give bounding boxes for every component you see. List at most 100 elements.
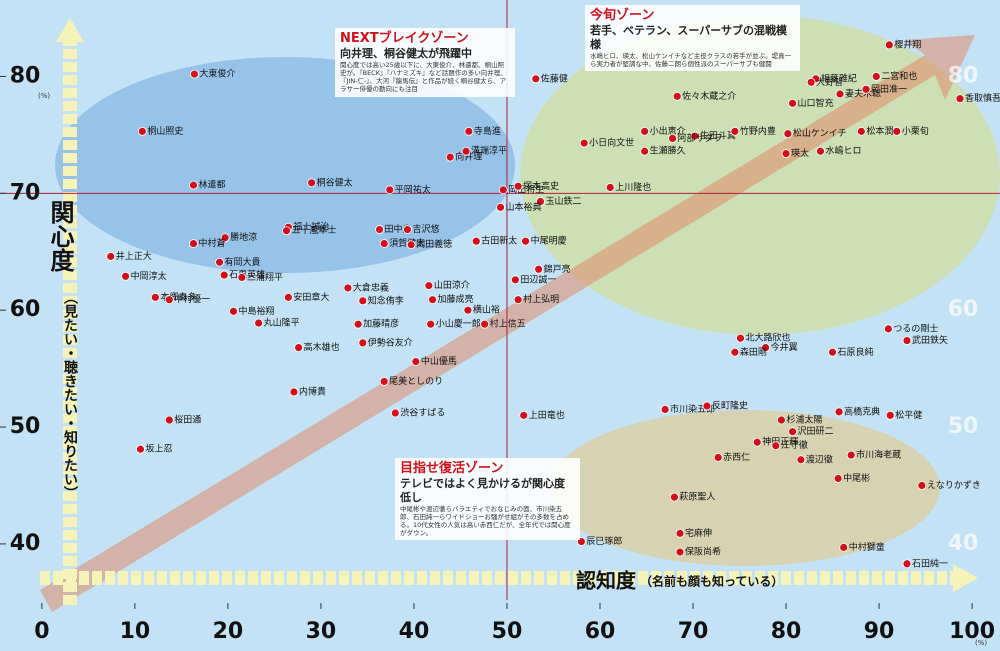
point-label: 高橋克典 — [844, 405, 880, 417]
point — [307, 178, 317, 188]
point-label: 松平健 — [895, 409, 922, 421]
y-tick-label: 80 — [10, 63, 41, 88]
point-label: 大倉忠義 — [353, 281, 389, 293]
zone-text: 水嶋ヒロ、瑛太、松山ケンイチなど主役クラスの若手が並ぶ。堤真一ら実力者が堅調な中… — [590, 51, 792, 68]
point-label: 竹野内豊 — [740, 125, 776, 137]
point — [816, 146, 825, 156]
point — [406, 240, 416, 250]
point — [796, 455, 806, 465]
point-label: 加藤晴彦 — [363, 318, 399, 330]
x-tick-label: 70 — [678, 619, 709, 644]
point — [856, 126, 866, 136]
point — [237, 273, 247, 282]
point-label: 北大路欣也 — [745, 332, 790, 344]
point — [375, 225, 384, 234]
point — [534, 264, 544, 274]
zone-text: 中尾彬や渡辺徹らバラエティでおなじみの面、市川染五郎、石田純一らワイドショーお騒… — [400, 504, 571, 538]
point — [736, 333, 745, 343]
point-label: 中島裕翔 — [238, 305, 274, 317]
point-label: 坂上忍 — [145, 444, 172, 455]
point — [343, 283, 353, 293]
point-label: 松本潤 — [866, 125, 893, 137]
point — [884, 40, 894, 50]
point — [106, 252, 116, 261]
point — [164, 415, 174, 425]
point-label: 桐谷健太 — [317, 176, 353, 188]
x-tick-label: 10 — [120, 619, 151, 644]
point-label: 福士誠治 — [293, 221, 329, 233]
point — [579, 138, 589, 148]
point-label: 今井翼 — [771, 341, 798, 353]
point-label: えなりかずき — [927, 480, 981, 491]
point-label: 渋谷すばる — [400, 407, 445, 419]
point-label: 大東俊介 — [199, 68, 235, 80]
point-label: 山口智充 — [798, 97, 834, 109]
x-label-sub: （名前も顔も知っている） — [640, 574, 783, 589]
point-label: 石田純一 — [912, 557, 948, 569]
point — [390, 408, 400, 418]
y-tick-label: 60 — [10, 297, 41, 322]
point-label: 中尾明慶 — [531, 235, 567, 247]
point-label: 二宮和也 — [881, 70, 917, 82]
zone-title: NEXTブレイクゾーン — [340, 31, 469, 46]
point-label: 妻夫木聡 — [845, 87, 881, 99]
point-label: 神田正輝 — [762, 436, 798, 448]
point-label: 石原良純 — [838, 346, 874, 358]
point-label: 中山優馬 — [421, 355, 457, 367]
trend-arrow — [40, 35, 975, 612]
point — [536, 197, 545, 206]
y-tick-label-right: 80 — [948, 63, 979, 88]
point — [426, 319, 436, 329]
point-label: 丸山隆平 — [264, 317, 300, 329]
y-tick-label: 40 — [10, 531, 41, 556]
next-zone — [55, 57, 515, 273]
point-label: 山本裕典 — [505, 201, 541, 213]
point-label: 岡田義徳 — [416, 238, 452, 250]
point-label: 村上弘明 — [523, 293, 559, 305]
point-label: 上川隆也 — [615, 181, 651, 193]
point — [917, 481, 927, 490]
point-label: 知念侑李 — [368, 294, 404, 306]
point-label: 勝地涼 — [230, 231, 257, 243]
point-label: 田辺誠一 — [520, 273, 556, 285]
point-label: 保阪尚希 — [685, 546, 721, 558]
point — [713, 453, 723, 462]
point-label: 宅麻伸 — [685, 527, 712, 539]
point — [137, 126, 147, 136]
point — [660, 405, 670, 414]
x-label: 認知度 — [576, 569, 637, 593]
point-label: 吉沢悠 — [412, 223, 439, 235]
zone-title: 目指せ復活ゾーン — [400, 461, 504, 476]
point-label: 森田剛 — [740, 346, 767, 358]
x-tick-label: 0 — [34, 619, 49, 644]
point-label: 小山慶一郎 — [436, 318, 481, 330]
point-label: 櫻井翔 — [894, 38, 921, 50]
point — [892, 126, 902, 136]
point — [150, 292, 160, 302]
zone-subtitle: 向井理、桐谷健太が飛躍中 — [340, 47, 472, 61]
point-label: 武田鉄矢 — [912, 334, 948, 346]
point — [675, 528, 685, 538]
point — [219, 270, 229, 280]
point-label: 相葉雅紀 — [821, 72, 857, 84]
point-label: 阿部サダヲ — [678, 132, 723, 144]
point-label: 三浦翔平 — [247, 271, 283, 283]
point-label: 水嶋ヒロ — [825, 145, 861, 157]
point — [783, 129, 793, 139]
zone-title: 今旬ゾーン — [590, 8, 655, 23]
zone-box: NEXTブレイクゾーン 向井理、桐谷健太が飛躍中 関心度では高い25歳以下に、大… — [335, 28, 515, 97]
point — [283, 292, 293, 302]
point — [461, 146, 471, 156]
point-label: 小出恵介 — [650, 125, 686, 137]
point-label: 寺島進 — [474, 125, 501, 137]
y-axis-head — [56, 18, 84, 42]
point — [471, 236, 481, 246]
point — [121, 271, 130, 281]
point — [955, 94, 965, 104]
point-label: 溝端淳平 — [471, 145, 507, 157]
point-label: 中村蒼 — [198, 237, 225, 249]
x-tick-label: 40 — [399, 619, 430, 644]
x-tick-label: 90 — [864, 619, 895, 644]
point-label: 錦戸亮 — [544, 263, 571, 275]
